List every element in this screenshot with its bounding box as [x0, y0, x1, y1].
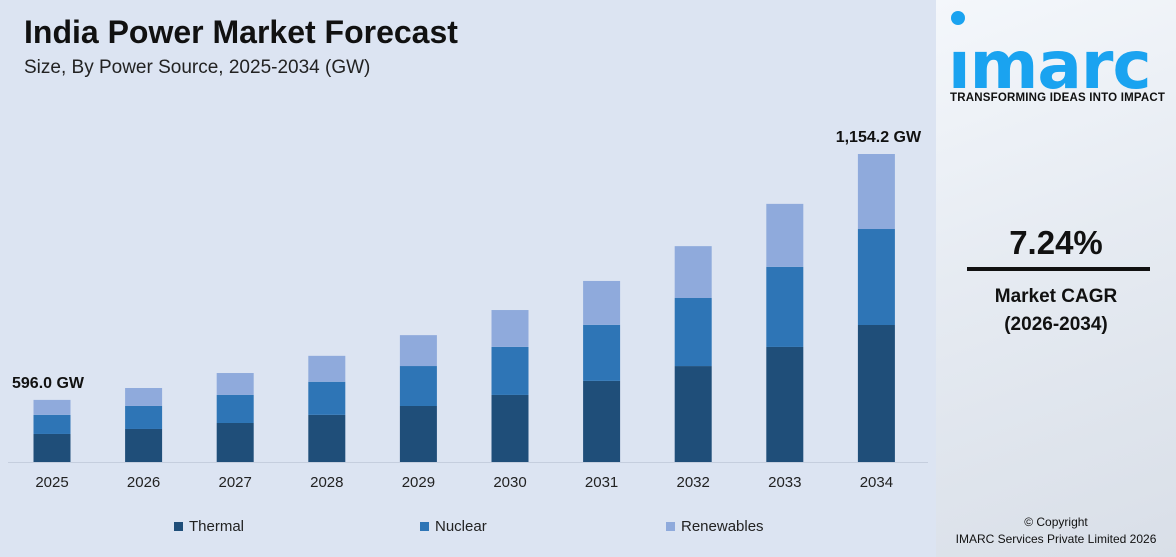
x-tick-label: 2026 — [127, 474, 160, 491]
x-tick-label: 2032 — [677, 474, 710, 491]
data-label: 1,154.2 GW — [836, 129, 922, 146]
bar-renewables-2030 — [491, 310, 529, 347]
bar-thermal-2033 — [766, 346, 804, 462]
brand-tagline: TRANSFORMING IDEAS INTO IMPACT — [950, 92, 1166, 104]
legend-swatch — [174, 522, 183, 531]
bar-nuclear-2028 — [308, 381, 346, 415]
bar-renewables-2031 — [583, 280, 621, 325]
svg-text:ımarc: ımarc — [948, 27, 1151, 92]
bar-thermal-2032 — [674, 366, 712, 462]
bar-renewables-2025 — [33, 399, 71, 415]
bar-thermal-2029 — [399, 405, 437, 462]
bar-renewables-2026 — [125, 387, 163, 406]
x-tick-label: 2028 — [310, 474, 343, 491]
x-tick-label: 2033 — [768, 474, 801, 491]
bar-thermal-2034 — [857, 324, 895, 462]
bar-thermal-2028 — [308, 414, 346, 462]
legend-swatch — [666, 522, 675, 531]
legend-item-nuclear: Nuclear — [420, 518, 487, 535]
bar-renewables-2029 — [399, 335, 437, 367]
bar-nuclear-2025 — [33, 414, 71, 434]
bar-nuclear-2032 — [674, 298, 712, 367]
bar-nuclear-2034 — [857, 229, 895, 325]
bar-nuclear-2031 — [583, 324, 621, 381]
x-tick-label: 2030 — [493, 474, 526, 491]
info-panel — [936, 0, 1176, 557]
bar-thermal-2030 — [491, 394, 529, 462]
legend-item-thermal: Thermal — [174, 518, 244, 535]
bar-nuclear-2033 — [766, 266, 804, 347]
bar-renewables-2034 — [857, 154, 895, 230]
bar-renewables-2033 — [766, 203, 804, 267]
stacked-bar-chart: 2025 596.0 GW 2026 2027 2028 2029 2030 2031 2032… — [8, 129, 928, 491]
legend-item-renewables: Renewables — [666, 518, 764, 535]
copyright-line2: IMARC Services Private Limited 2026 — [955, 532, 1157, 546]
legend-label: Thermal — [189, 518, 245, 535]
bar-nuclear-2026 — [125, 405, 163, 429]
bar-nuclear-2027 — [216, 394, 254, 423]
x-tick-label: 2027 — [219, 474, 252, 491]
bar-renewables-2028 — [308, 355, 346, 382]
data-label: 596.0 GW — [12, 375, 85, 392]
copyright-line1: © Copyright — [1024, 515, 1088, 529]
chart-subtitle: Size, By Power Source, 2025-2034 (GW) — [24, 57, 371, 78]
x-tick-label: 2025 — [35, 474, 68, 491]
x-tick-label: 2031 — [585, 474, 618, 491]
cagr-period: (2026-2034) — [1004, 314, 1108, 335]
bar-thermal-2031 — [583, 380, 621, 462]
x-tick-label: 2034 — [860, 474, 893, 491]
legend-label: Renewables — [681, 518, 764, 535]
chart-panel: India Power Market Forecast Size, By Pow… — [8, 14, 928, 535]
legend-swatch — [420, 522, 429, 531]
cagr-value: 7.24% — [1009, 224, 1103, 261]
bar-renewables-2032 — [674, 246, 712, 299]
cagr-label: Market CAGR — [994, 286, 1118, 307]
legend-label: Nuclear — [435, 518, 487, 535]
bar-nuclear-2029 — [399, 366, 437, 406]
imarc-logo: ımarc — [948, 11, 1152, 92]
bar-nuclear-2030 — [491, 346, 529, 395]
bar-renewables-2027 — [216, 373, 254, 395]
x-tick-label: 2029 — [402, 474, 435, 491]
bar-thermal-2026 — [125, 428, 163, 462]
bar-thermal-2025 — [33, 433, 71, 462]
divider — [967, 267, 1150, 271]
bar-thermal-2027 — [216, 422, 254, 462]
chart-title: India Power Market Forecast — [24, 14, 458, 50]
